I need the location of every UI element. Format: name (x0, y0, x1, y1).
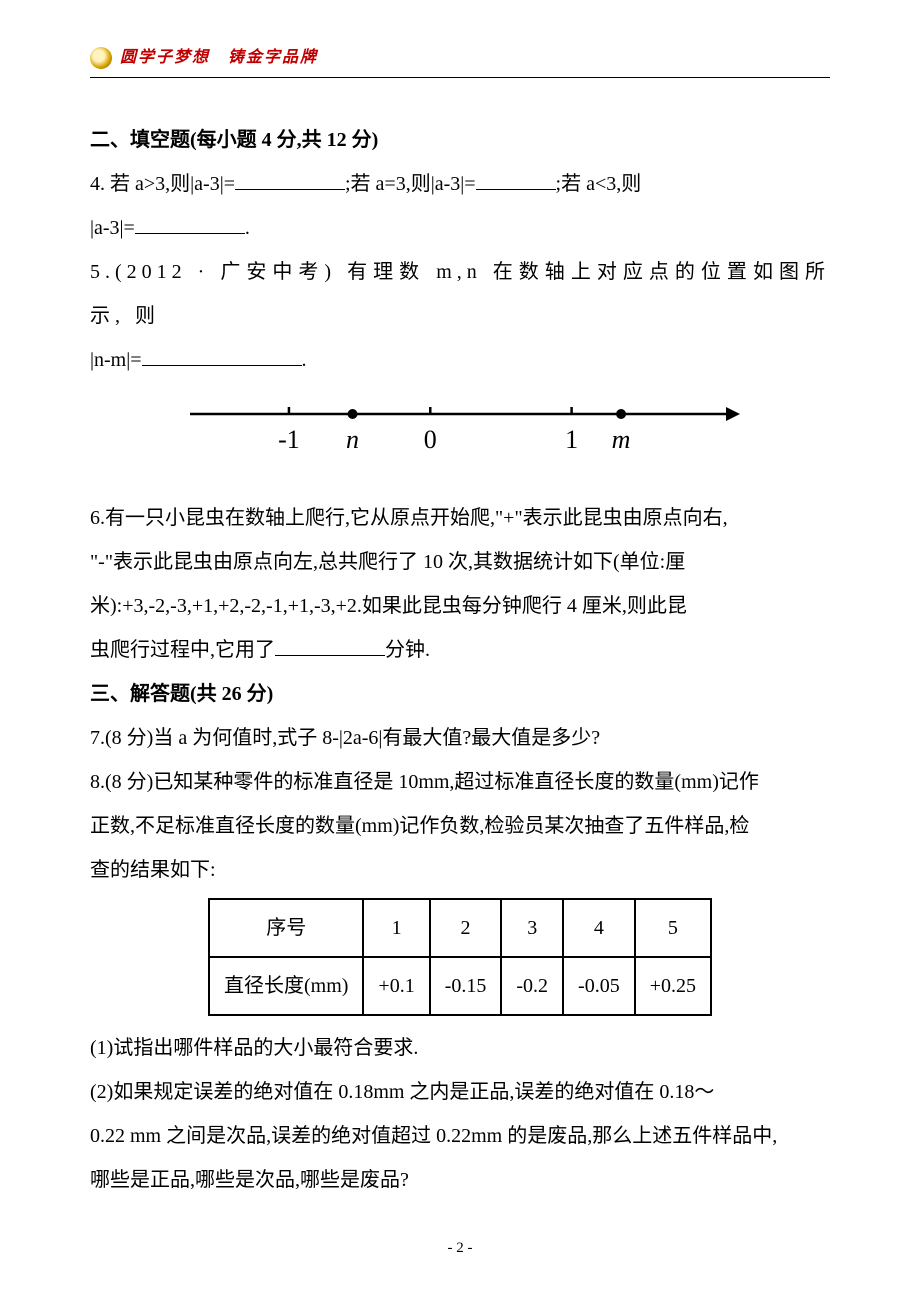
question-6-l4: 虫爬行过程中,它用了 分钟. (90, 628, 830, 672)
question-8-l3: 查的结果如下: (90, 848, 830, 892)
table-col-3: 3 (501, 899, 563, 957)
table-col-2: 2 (430, 899, 502, 957)
question-8-l1: 8.(8 分)已知某种零件的标准直径是 10mm,超过标准直径长度的数量(mm)… (90, 760, 830, 804)
q4-part4-post: . (245, 217, 250, 239)
q5-blank (142, 346, 302, 366)
table-val-4: -0.05 (563, 957, 635, 1015)
table-header-label: 序号 (209, 899, 363, 957)
svg-text:1: 1 (565, 425, 578, 454)
q8-sub2-l3: 哪些是正品,哪些是次品,哪些是废品? (90, 1158, 830, 1202)
question-8-l2: 正数,不足标准直径长度的数量(mm)记作负数,检验员某次抽查了五件样品,检 (90, 804, 830, 848)
question-6-l3: 米):+3,-2,-3,+1,+2,-2,-1,+1,-3,+2.如果此昆虫每分… (90, 584, 830, 628)
table-val-1: +0.1 (363, 957, 429, 1015)
question-4: 4. 若 a>3,则|a-3|= ;若 a=3,则|a-3|= ;若 a<3,则 (90, 162, 830, 206)
q8-sub2-l1: (2)如果规定误差的绝对值在 0.18mm 之内是正品,误差的绝对值在 0.18… (90, 1070, 830, 1114)
question-7: 7.(8 分)当 a 为何值时,式子 8-|2a-6|有最大值?最大值是多少? (90, 716, 830, 760)
q5-post: . (302, 349, 307, 371)
q4-part4-pre: |a-3|= (90, 217, 135, 239)
q4-part1: 4. 若 a>3,则|a-3|= (90, 173, 235, 195)
number-line-svg: -1 n 0 1 m (180, 392, 740, 462)
q6-blank (275, 636, 385, 656)
table-col-4: 4 (563, 899, 635, 957)
q6-l4-pre: 虫爬行过程中,它用了 (90, 639, 275, 661)
page-header: 圆学子梦想 铸金字品牌 (90, 40, 830, 78)
table-row-label: 直径长度(mm) (209, 957, 363, 1015)
q8-sub2-l2: 0.22 mm 之间是次品,误差的绝对值超过 0.22mm 的是废品,那么上述五… (90, 1114, 830, 1158)
svg-text:n: n (346, 425, 359, 454)
diameter-table: 序号 1 2 3 4 5 直径长度(mm) +0.1 -0.15 -0.2 -0… (208, 898, 712, 1016)
q5-pre: |n-m|= (90, 349, 142, 371)
svg-text:m: m (612, 425, 631, 454)
question-6-l1: 6.有一只小昆虫在数轴上爬行,它从原点开始爬,"+"表示此昆虫由原点向右, (90, 496, 830, 540)
table-val-5: +0.25 (635, 957, 711, 1015)
logo-icon (90, 47, 112, 69)
section-2-title: 二、填空题(每小题 4 分,共 12 分) (90, 118, 830, 162)
page-number: - 2 - (90, 1232, 830, 1265)
question-6-l2: "-"表示此昆虫由原点向左,总共爬行了 10 次,其数据统计如下(单位:厘 (90, 540, 830, 584)
q4-part3: ;若 a<3,则 (556, 173, 642, 195)
svg-text:-1: -1 (278, 425, 300, 454)
question-5-line1: 5.(2012 · 广安中考) 有理数 m,n 在数轴上对应点的位置如图所示, … (90, 250, 830, 338)
question-5-line2: |n-m|=. (90, 338, 830, 382)
table-row: 直径长度(mm) +0.1 -0.15 -0.2 -0.05 +0.25 (209, 957, 711, 1015)
q4-blank-3 (135, 214, 245, 234)
table-col-1: 1 (363, 899, 429, 957)
table-val-3: -0.2 (501, 957, 563, 1015)
tagline-right: 铸金字品牌 (228, 40, 318, 75)
question-4-line2: |a-3|=. (90, 206, 830, 250)
q4-part2: ;若 a=3,则|a-3|= (345, 173, 476, 195)
q4-blank-1 (235, 170, 345, 190)
table-col-5: 5 (635, 899, 711, 957)
svg-text:0: 0 (424, 425, 437, 454)
q8-sub1: (1)试指出哪件样品的大小最符合要求. (90, 1026, 830, 1070)
table-val-2: -0.15 (430, 957, 502, 1015)
table-row: 序号 1 2 3 4 5 (209, 899, 711, 957)
number-line-figure: -1 n 0 1 m (90, 392, 830, 478)
tagline-left: 圆学子梦想 (120, 40, 210, 75)
q4-blank-2 (476, 170, 556, 190)
section-3-title: 三、解答题(共 26 分) (90, 672, 830, 716)
q6-l4-post: 分钟. (385, 639, 430, 661)
